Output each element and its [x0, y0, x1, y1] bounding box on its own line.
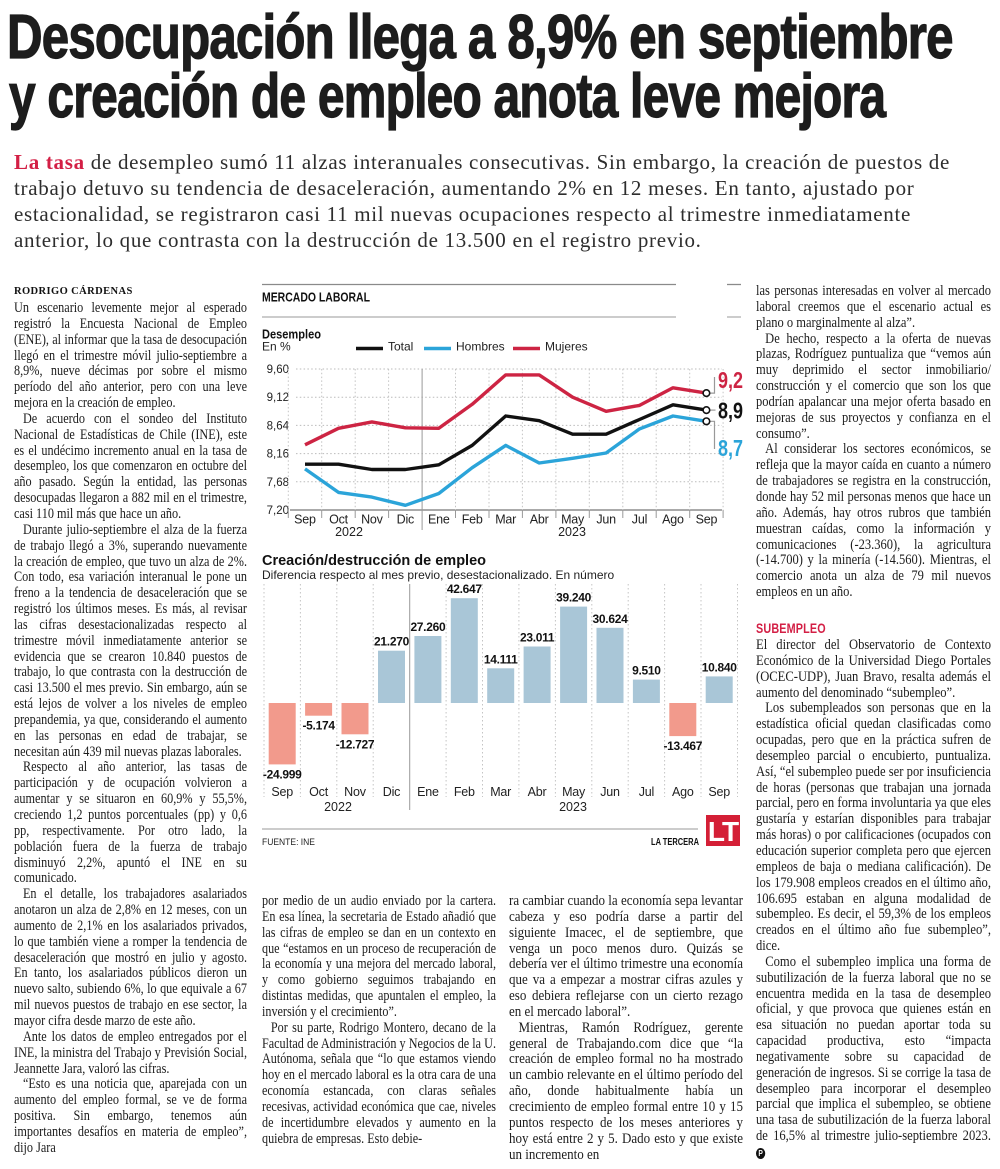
- svg-text:-5.174: -5.174: [302, 719, 335, 733]
- svg-text:Abr: Abr: [528, 785, 547, 799]
- svg-text:Mar: Mar: [490, 785, 511, 799]
- svg-text:Ene: Ene: [417, 785, 439, 799]
- svg-text:MERCADO LABORAL: MERCADO LABORAL: [262, 291, 370, 305]
- svg-text:LT: LT: [708, 816, 739, 847]
- svg-text:Feb: Feb: [454, 785, 475, 799]
- svg-text:9,60: 9,60: [267, 364, 289, 376]
- svg-text:9.510: 9.510: [632, 664, 661, 678]
- svg-text:21.270: 21.270: [374, 635, 410, 649]
- svg-text:Ene: Ene: [428, 513, 450, 527]
- svg-text:2023: 2023: [559, 800, 587, 814]
- svg-text:-12.727: -12.727: [336, 737, 375, 751]
- svg-text:-24.999: -24.999: [263, 767, 302, 781]
- svg-text:9,2: 9,2: [718, 367, 743, 393]
- svg-text:2023: 2023: [558, 525, 586, 539]
- svg-text:Mujeres: Mujeres: [545, 340, 588, 354]
- svg-text:2022: 2022: [335, 525, 363, 539]
- svg-text:Ago: Ago: [672, 785, 694, 799]
- svg-text:Nov: Nov: [361, 513, 384, 527]
- svg-text:Jul: Jul: [639, 785, 654, 799]
- svg-text:Sep: Sep: [708, 785, 730, 799]
- svg-text:14.111: 14.111: [484, 652, 518, 666]
- svg-text:9,12: 9,12: [267, 392, 289, 404]
- svg-text:Abr: Abr: [530, 513, 549, 527]
- svg-text:Nov: Nov: [344, 785, 367, 799]
- svg-text:Sep: Sep: [696, 513, 718, 527]
- svg-text:10.840: 10.840: [702, 660, 738, 674]
- svg-text:Sep: Sep: [294, 513, 316, 527]
- svg-text:May: May: [561, 513, 585, 527]
- svg-text:39.240: 39.240: [556, 591, 592, 605]
- svg-text:Hombres: Hombres: [456, 340, 505, 354]
- svg-text:Feb: Feb: [462, 513, 483, 527]
- svg-text:23.011: 23.011: [520, 631, 555, 645]
- svg-text:27.260: 27.260: [410, 620, 446, 634]
- svg-text:2022: 2022: [324, 800, 352, 814]
- svg-text:Dic: Dic: [397, 513, 414, 527]
- svg-text:FUENTE: INE: FUENTE: INE: [262, 837, 315, 848]
- svg-text:Ago: Ago: [662, 513, 684, 527]
- svg-text:Total: Total: [388, 340, 413, 354]
- svg-text:Oct: Oct: [309, 785, 329, 799]
- svg-text:Jun: Jun: [596, 513, 616, 527]
- svg-text:30.624: 30.624: [593, 612, 629, 626]
- svg-text:En %: En %: [262, 340, 291, 354]
- svg-text:Jul: Jul: [632, 513, 647, 527]
- svg-text:LA TERCERA: LA TERCERA: [651, 837, 699, 848]
- svg-text:7,20: 7,20: [267, 505, 289, 517]
- svg-text:8,7: 8,7: [718, 435, 743, 461]
- svg-text:8,64: 8,64: [267, 420, 290, 432]
- svg-text:8,16: 8,16: [267, 449, 289, 461]
- svg-text:Mar: Mar: [495, 513, 516, 527]
- svg-text:Oct: Oct: [329, 513, 349, 527]
- svg-text:Desempleo: Desempleo: [262, 328, 321, 342]
- svg-text:Jun: Jun: [600, 785, 620, 799]
- svg-text:Sep: Sep: [271, 785, 293, 799]
- svg-text:8,9: 8,9: [718, 398, 743, 424]
- svg-text:Creación/destrucción de empleo: Creación/destrucción de empleo: [262, 553, 486, 569]
- svg-text:May: May: [562, 785, 586, 799]
- svg-text:-13.467: -13.467: [663, 739, 702, 753]
- svg-text:Diferencia respecto al mes pre: Diferencia respecto al mes previo, deses…: [262, 568, 615, 582]
- svg-text:7,68: 7,68: [267, 477, 289, 489]
- svg-text:42.647: 42.647: [447, 582, 483, 596]
- svg-text:Dic: Dic: [383, 785, 400, 799]
